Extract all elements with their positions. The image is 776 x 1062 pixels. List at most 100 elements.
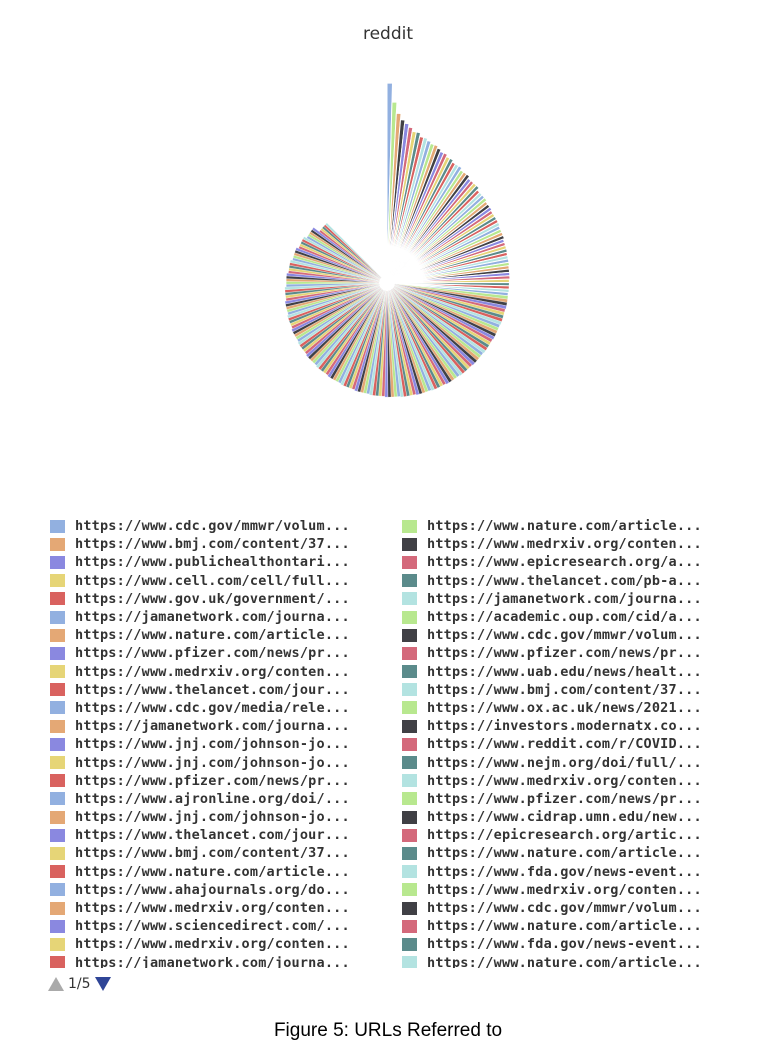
rose-pie-chart	[284, 82, 511, 398]
legend-label: https://www.sciencedirect.com/...	[75, 918, 350, 935]
legend-swatch	[402, 846, 417, 860]
legend-label: https://www.reddit.com/r/COVID...	[427, 736, 702, 753]
legend-label: https://www.medrxiv.org/conten...	[75, 663, 350, 680]
legend-item[interactable]: https://investors.modernatx.co...	[402, 717, 702, 735]
pager-text: 1/5	[68, 976, 91, 992]
legend-label: https://www.nature.com/article...	[75, 863, 350, 880]
legend-item[interactable]: https://www.jnj.com/johnson-jo...	[50, 735, 350, 753]
chart-title: reddit	[362, 24, 414, 44]
legend-item[interactable]: https://www.cell.com/cell/full...	[50, 572, 350, 590]
legend-label: https://www.thelancet.com/pb-a...	[427, 572, 702, 589]
legend-label: https://www.cidrap.umn.edu/new...	[427, 809, 702, 826]
legend-item[interactable]: https://www.nature.com/article...	[50, 626, 350, 644]
legend-label: https://www.bmj.com/content/37...	[75, 845, 350, 862]
legend-item[interactable]: https://www.nature.com/article...	[402, 917, 702, 935]
legend-item[interactable]: https://www.pfizer.com/news/pr...	[50, 772, 350, 790]
legend-item[interactable]: https://www.fda.gov/news-event...	[402, 863, 702, 881]
legend-item[interactable]: https://www.medrxiv.org/conten...	[402, 772, 702, 790]
legend-item[interactable]: https://www.nature.com/article...	[402, 844, 702, 862]
legend-item[interactable]: https://jamanetwork.com/journa...	[50, 954, 350, 968]
legend-item[interactable]: https://www.thelancet.com/jour...	[50, 826, 350, 844]
legend-item[interactable]: https://www.pfizer.com/news/pr...	[50, 644, 350, 662]
legend-item[interactable]: https://www.medrxiv.org/conten...	[50, 663, 350, 681]
legend-item[interactable]: https://www.pfizer.com/news/pr...	[402, 790, 702, 808]
legend-item[interactable]: https://www.cdc.gov/mmwr/volum...	[402, 899, 702, 917]
legend-swatch	[402, 737, 417, 751]
legend-swatch	[402, 646, 417, 660]
legend-swatch	[402, 937, 417, 951]
legend-item[interactable]: https://www.fda.gov/news-event...	[402, 935, 702, 953]
legend-swatch	[50, 665, 65, 679]
legend-label: https://jamanetwork.com/journa...	[75, 609, 350, 626]
legend-item[interactable]: https://www.nature.com/article...	[402, 517, 702, 535]
legend-swatch	[402, 810, 417, 824]
legend-item[interactable]: https://www.medrxiv.org/conten...	[402, 535, 702, 553]
legend-label: https://www.publichealthontari...	[75, 554, 350, 571]
legend-label: https://www.fda.gov/news-event...	[427, 936, 702, 953]
legend-item[interactable]: https://www.jnj.com/johnson-jo...	[50, 808, 350, 826]
legend-item[interactable]: https://www.nejm.org/doi/full/...	[402, 753, 702, 771]
legend-item[interactable]: https://www.cdc.gov/media/rele...	[50, 699, 350, 717]
legend-label: https://jamanetwork.com/journa...	[427, 590, 702, 607]
triangle-up-icon[interactable]	[48, 977, 64, 991]
legend-item[interactable]: https://www.bmj.com/content/37...	[402, 681, 702, 699]
legend-item[interactable]: https://www.uab.edu/news/healt...	[402, 663, 702, 681]
legend-swatch	[50, 701, 65, 715]
legend-label: https://www.medrxiv.org/conten...	[427, 772, 702, 789]
legend-swatch	[50, 537, 65, 551]
legend-item[interactable]: https://www.cdc.gov/mmwr/volum...	[402, 626, 702, 644]
legend-label: https://www.jnj.com/johnson-jo...	[75, 736, 350, 753]
legend-item[interactable]: https://www.ahajournals.org/do...	[50, 881, 350, 899]
legend-label: https://www.bmj.com/content/37...	[427, 681, 702, 698]
legend-swatch	[50, 756, 65, 770]
legend-item[interactable]: https://www.jnj.com/johnson-jo...	[50, 753, 350, 771]
legend-item[interactable]: https://www.publichealthontari...	[50, 553, 350, 571]
legend-item[interactable]: https://www.sciencedirect.com/...	[50, 917, 350, 935]
legend-swatch	[50, 865, 65, 879]
legend-item[interactable]: https://www.cdc.gov/mmwr/volum...	[50, 517, 350, 535]
legend-label: https://epicresearch.org/artic...	[427, 827, 702, 844]
legend-item[interactable]: https://jamanetwork.com/journa...	[402, 590, 702, 608]
legend-column-right: https://www.nature.com/article... https:/…	[402, 517, 702, 968]
legend-item[interactable]: https://epicresearch.org/artic...	[402, 826, 702, 844]
legend-label: https://www.cdc.gov/media/rele...	[75, 699, 350, 716]
legend-swatch	[50, 919, 65, 933]
legend-swatch	[402, 956, 417, 968]
legend-item[interactable]: https://www.ajronline.org/doi/...	[50, 790, 350, 808]
legend-item[interactable]: https://www.reddit.com/r/COVID...	[402, 735, 702, 753]
legend-item[interactable]: https://www.cidrap.umn.edu/new...	[402, 808, 702, 826]
legend-label: https://www.cdc.gov/mmwr/volum...	[427, 900, 702, 917]
legend-item[interactable]: https://jamanetwork.com/journa...	[50, 608, 350, 626]
legend-swatch	[50, 883, 65, 897]
legend-swatch	[402, 919, 417, 933]
legend-label: https://www.gov.uk/government/...	[75, 590, 350, 607]
legend-label: https://www.pfizer.com/news/pr...	[427, 790, 702, 807]
legend-label: https://jamanetwork.com/journa...	[75, 954, 350, 968]
legend-item[interactable]: https://jamanetwork.com/journa...	[50, 717, 350, 735]
legend-label: https://www.uab.edu/news/healt...	[427, 663, 702, 680]
legend-item[interactable]: https://www.thelancet.com/pb-a...	[402, 572, 702, 590]
legend-label: https://www.medrxiv.org/conten...	[427, 881, 702, 898]
legend-item[interactable]: https://academic.oup.com/cid/a...	[402, 608, 702, 626]
legend-item[interactable]: https://www.gov.uk/government/...	[50, 590, 350, 608]
triangle-down-icon[interactable]	[94, 977, 111, 991]
legend-item[interactable]: https://www.epicresearch.org/a...	[402, 553, 702, 571]
legend-item[interactable]: https://www.ox.ac.uk/news/2021...	[402, 699, 702, 717]
legend-item[interactable]: https://www.bmj.com/content/37...	[50, 535, 350, 553]
legend-item[interactable]: https://www.pfizer.com/news/pr...	[402, 644, 702, 662]
legend-swatch	[50, 574, 65, 588]
legend-item[interactable]: https://www.nature.com/article...	[50, 863, 350, 881]
legend-label: https://www.cdc.gov/mmwr/volum...	[427, 627, 702, 644]
legend-item[interactable]: https://www.bmj.com/content/37...	[50, 844, 350, 862]
legend-swatch	[50, 901, 65, 915]
legend-item[interactable]: https://www.medrxiv.org/conten...	[50, 935, 350, 953]
legend-item[interactable]: https://www.nature.com/article...	[402, 954, 702, 968]
legend-item[interactable]: https://www.thelancet.com/jour...	[50, 681, 350, 699]
legend-label: https://www.ahajournals.org/do...	[75, 881, 350, 898]
legend-swatch	[402, 774, 417, 788]
legend-label: https://www.thelancet.com/jour...	[75, 681, 350, 698]
legend-item[interactable]: https://www.medrxiv.org/conten...	[50, 899, 350, 917]
legend-pager: 1/5	[48, 976, 111, 992]
legend-item[interactable]: https://www.medrxiv.org/conten...	[402, 881, 702, 899]
pie-slice[interactable]	[325, 222, 382, 278]
